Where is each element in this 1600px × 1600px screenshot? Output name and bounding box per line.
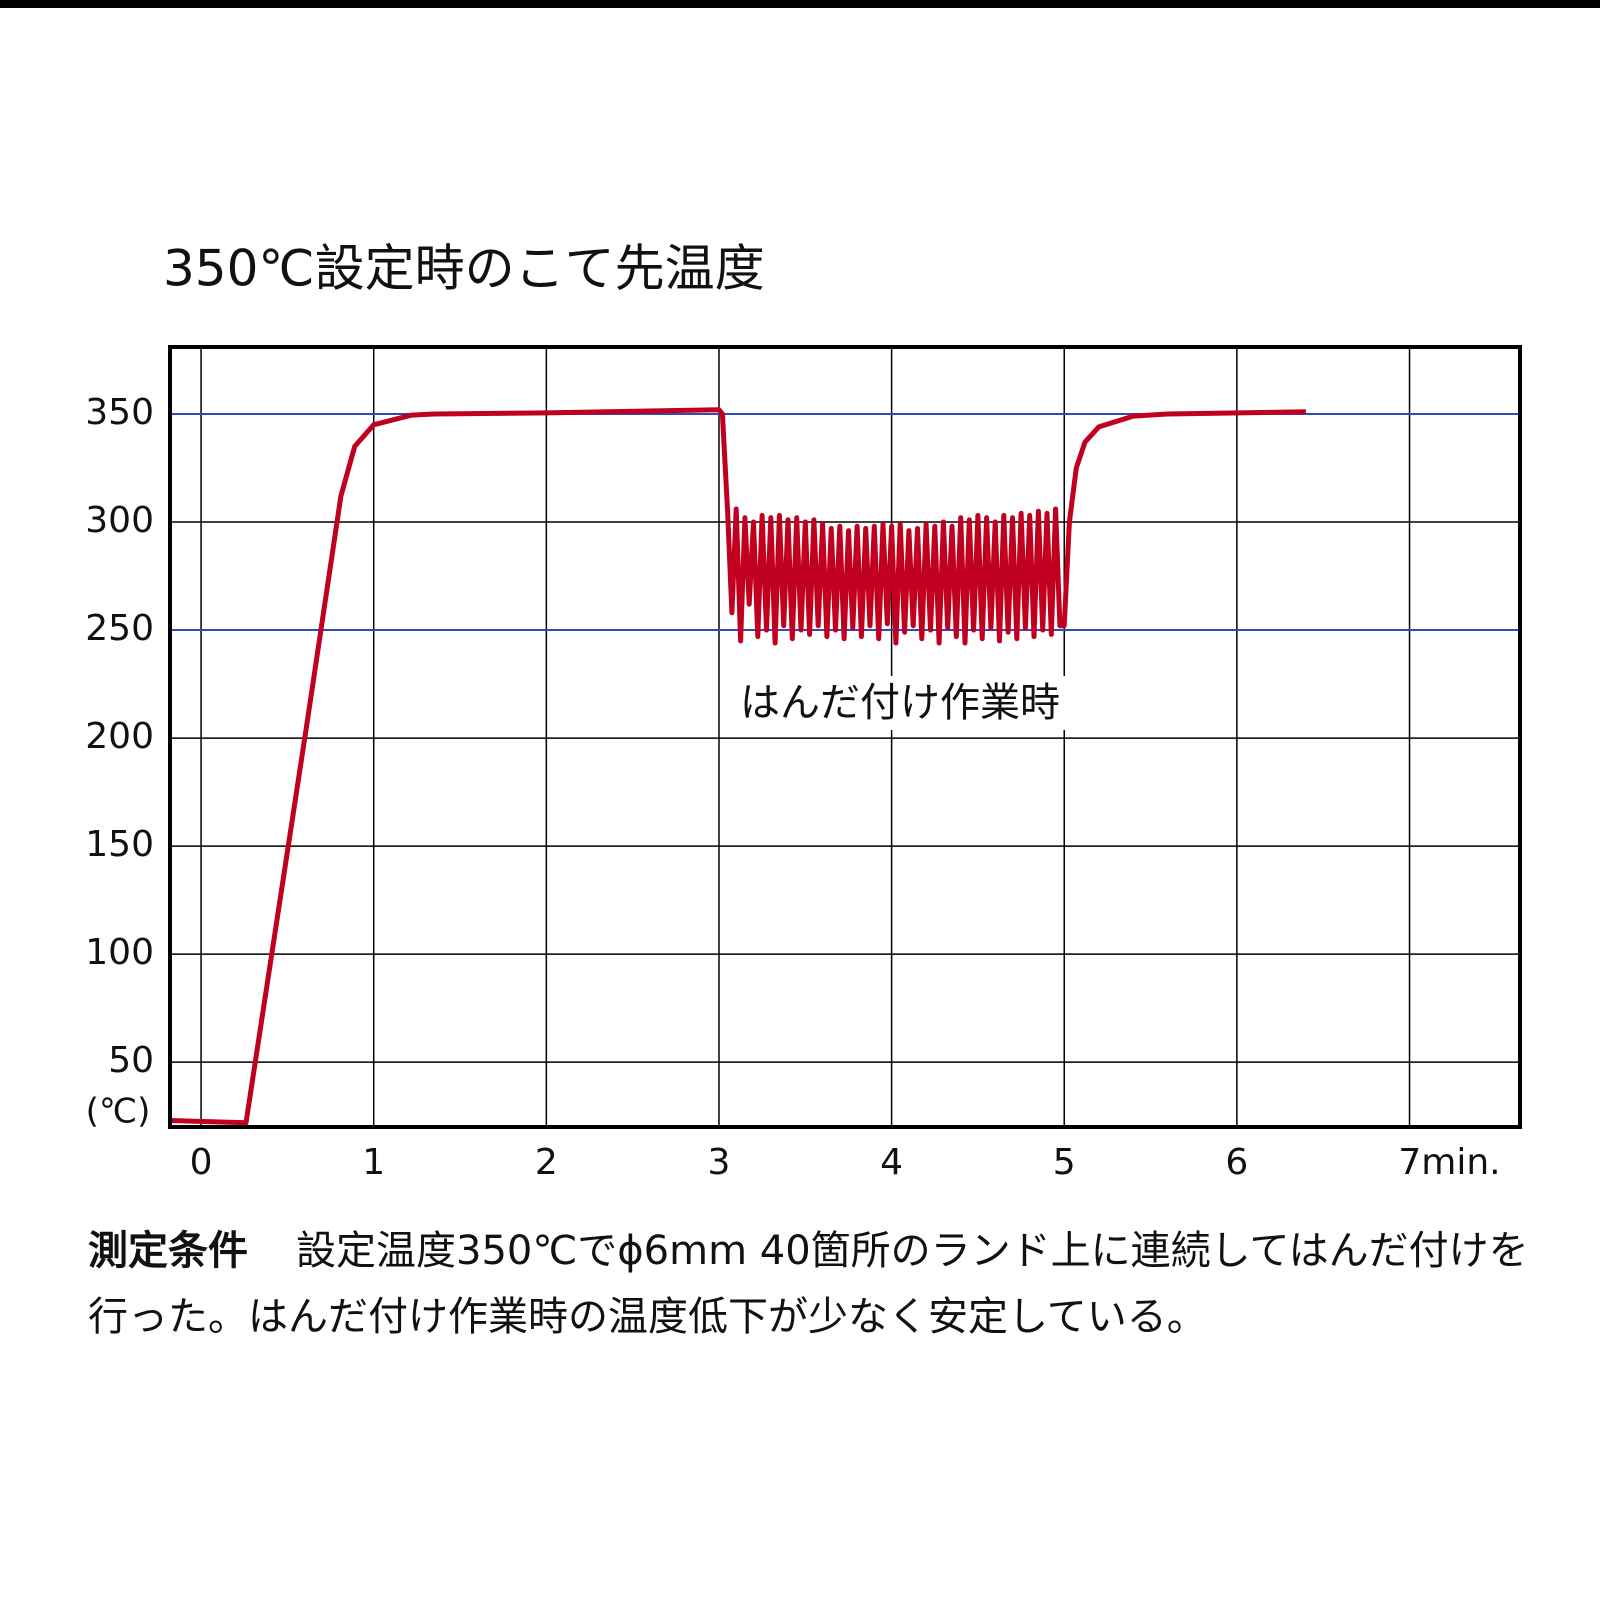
y-tick-label: 200 bbox=[85, 716, 154, 757]
plot-frame bbox=[168, 345, 1522, 1129]
y-tick-label: 50 bbox=[108, 1040, 154, 1081]
x-tick-label: 2 bbox=[535, 1142, 558, 1183]
y-tick-label: 150 bbox=[85, 824, 154, 865]
x-tick-label: 7min. bbox=[1398, 1142, 1500, 1183]
annotation-background bbox=[734, 676, 1066, 730]
x-tick-label: 6 bbox=[1225, 1142, 1248, 1183]
y-tick-label: 250 bbox=[85, 608, 154, 649]
x-tick-label: 3 bbox=[708, 1142, 731, 1183]
top-bar bbox=[0, 0, 1600, 8]
caption: 測定条件 設定温度350℃でϕ6mm 40箇所のランド上に連続してはんだ付けを行っ… bbox=[88, 1218, 1568, 1350]
chart-title: 350℃設定時のこて先温度 bbox=[163, 240, 765, 298]
y-tick-label: 300 bbox=[85, 500, 154, 541]
y-unit-label: (℃) bbox=[86, 1092, 151, 1132]
caption-text: 設定温度350℃でϕ6mm 40箇所のランド上に連続してはんだ付けを行った。はん… bbox=[88, 1228, 1529, 1340]
x-tick-label: 1 bbox=[362, 1142, 385, 1183]
x-tick-label: 4 bbox=[880, 1142, 903, 1183]
data-line bbox=[169, 407, 1306, 1126]
y-tick-label: 350 bbox=[85, 392, 154, 433]
y-tick-label: 100 bbox=[85, 932, 154, 973]
x-tick-label: 0 bbox=[190, 1142, 213, 1183]
caption-label: 測定条件 bbox=[88, 1228, 248, 1274]
annotation: はんだ付け作業時 bbox=[740, 680, 1060, 726]
x-tick-label: 5 bbox=[1053, 1142, 1076, 1183]
